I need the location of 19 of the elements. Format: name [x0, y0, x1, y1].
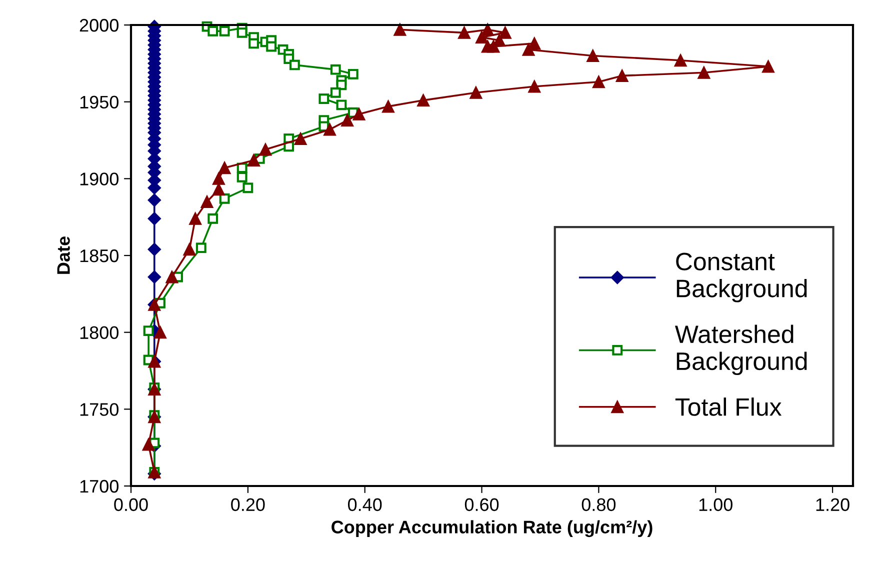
x-tick-label: 0.40 — [348, 498, 382, 512]
y-axis-title: Date — [57, 236, 70, 274]
x-tick-label: 0.60 — [464, 498, 499, 512]
y-tick-label: 1750 — [80, 403, 118, 416]
y-tick-label: 1850 — [80, 249, 118, 262]
x-tick-label: 0.00 — [114, 498, 148, 512]
x-tick-label: 1.00 — [699, 498, 732, 512]
y-tick-label: 2000 — [80, 18, 118, 32]
x-axis-title: Copper Accumulation Rate (ug/cm²/y) — [332, 520, 652, 538]
legend-label: Watershed Background — [674, 324, 807, 376]
y-tick-label: 1800 — [80, 326, 118, 340]
x-tick-label: 1.20 — [816, 498, 850, 512]
y-tick-label: 1900 — [80, 172, 118, 186]
y-tick-label: 1950 — [80, 96, 118, 109]
y-tick-label: 1700 — [80, 480, 118, 493]
x-tick-label: 0.80 — [582, 498, 616, 512]
x-tick-label: 0.20 — [231, 498, 265, 512]
legend-label: Constant Background — [676, 252, 807, 302]
legend-label: Total Flux — [675, 398, 782, 416]
